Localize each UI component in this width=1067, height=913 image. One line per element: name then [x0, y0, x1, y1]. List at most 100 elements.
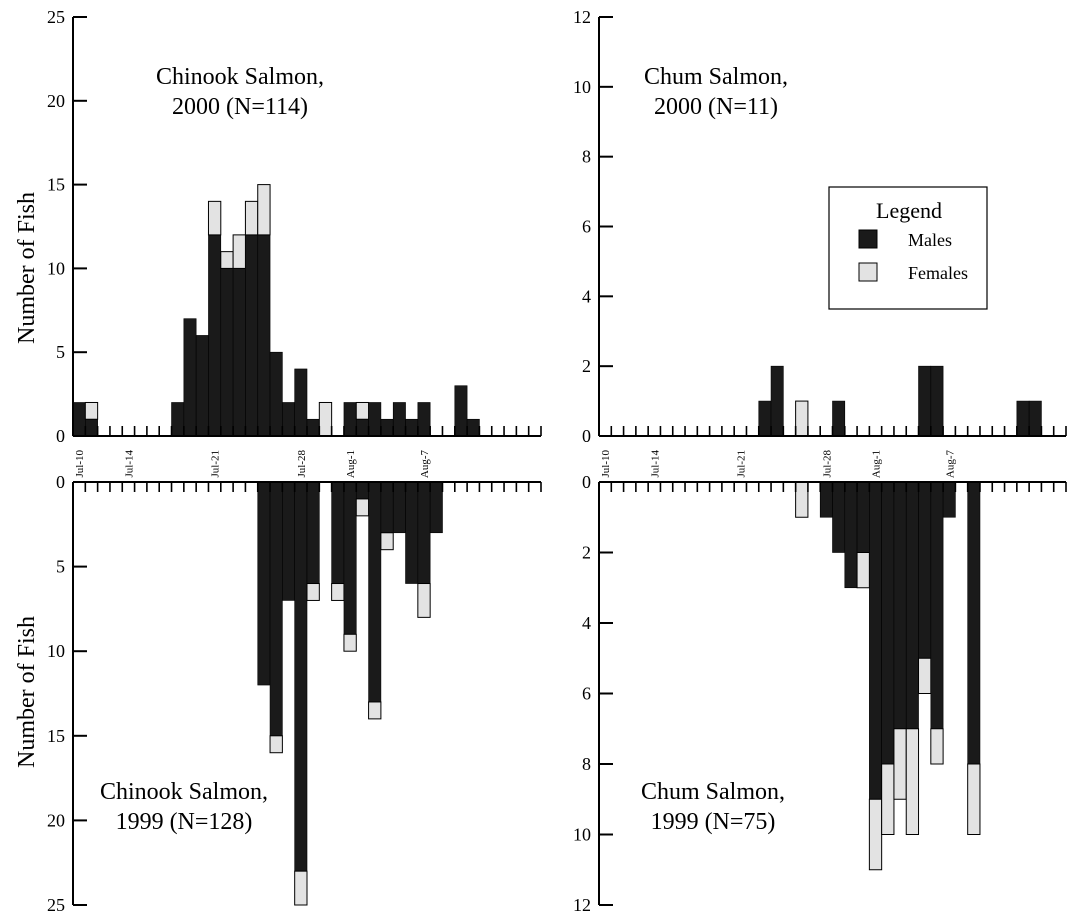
bar-male [905, 481, 919, 730]
bar-male [282, 481, 295, 601]
bar-male [343, 402, 357, 437]
panel-chum-2000: 0 2 4 6 8 10 12 Jul-10 Jul-14 Jul-21 Jul-28 Aug-1 Au… [573, 7, 1067, 479]
bar-male [171, 402, 185, 437]
bar-male [245, 234, 259, 437]
bar-male [392, 402, 406, 437]
panel-title-line1: Chinook Salmon, [156, 64, 324, 90]
bar-male [869, 481, 882, 800]
y-tick-label: 0 [582, 426, 591, 446]
bar-male [930, 481, 944, 730]
bar-male [294, 368, 308, 437]
bar-male [1016, 400, 1030, 437]
bar-female [905, 728, 920, 835]
panel-chum-1999: 0 2 4 6 8 10 12 Chum Salmon, 1999 (N=75) [573, 472, 1067, 913]
bar-male [195, 335, 209, 437]
panel-title-line1: Chum Salmon, [644, 64, 788, 90]
bar-male [294, 481, 308, 872]
y-tick-label: 5 [56, 557, 65, 577]
bar-female [856, 552, 870, 589]
legend-swatch-males [858, 229, 878, 249]
bar-female [84, 401, 99, 420]
bar-male [72, 402, 86, 437]
bar-female [220, 251, 234, 269]
bar-female [355, 401, 370, 420]
bar-female [967, 763, 981, 835]
bar-male [306, 481, 320, 584]
bar-male [417, 402, 431, 437]
bar-female [417, 583, 431, 618]
bar-male [269, 481, 283, 737]
y-tick-label: 5 [56, 342, 65, 362]
legend: Legend Males Females [828, 186, 988, 310]
legend-title: Legend [876, 198, 942, 223]
bar-female [232, 234, 246, 269]
bar-female [918, 657, 932, 694]
panel-chinook-1999: 0 5 10 15 20 25 Chinook Salmon, 1999 (N=128) Num… [14, 472, 542, 913]
legend-swatch-females [858, 262, 878, 282]
bar-male [380, 418, 394, 437]
bar-female [795, 400, 809, 437]
bar-male [208, 234, 222, 437]
x-date-label: Aug-7 [944, 450, 956, 479]
panel-title-line1: Chinook Salmon, [100, 779, 268, 805]
bar-male [355, 481, 369, 500]
bar-female [343, 633, 357, 652]
bar-female [368, 701, 382, 720]
bar-female [306, 583, 320, 601]
bar-female [930, 728, 944, 765]
bar-female [294, 870, 308, 906]
x-date-label: Jul-28 [296, 450, 308, 478]
bar-female [269, 735, 283, 754]
bar-male [405, 418, 419, 437]
bar-male [832, 481, 846, 553]
x-date-label: Jul-14 [649, 450, 661, 478]
legend-label-males: Males [908, 230, 952, 250]
bar-male [1028, 400, 1042, 437]
bar-female [244, 200, 259, 236]
y-tick-label: 10 [573, 77, 591, 97]
y-tick-label: 2 [582, 356, 591, 376]
bar-male [466, 418, 480, 437]
bar-male [942, 481, 956, 518]
bar-male [405, 481, 419, 584]
bar-male [392, 481, 406, 534]
panel-chinook-2000: 0 5 10 15 20 25 Jul-10 Jul-14 Jul-21 Jul-28 Aug-1 A… [14, 7, 542, 479]
bar-male [257, 481, 271, 686]
bar-male [368, 402, 382, 437]
legend-label-females: Females [908, 263, 968, 283]
bar-female [868, 798, 883, 871]
y-tick-label: 0 [56, 472, 65, 492]
legend-frame [828, 186, 988, 310]
bar-male [844, 481, 858, 589]
bar-male [183, 318, 197, 437]
bar-female [380, 532, 394, 551]
bar-male [269, 351, 283, 437]
bar-male [770, 365, 784, 437]
bar-male [819, 481, 833, 518]
bar-male [380, 481, 394, 534]
bar-male [355, 418, 369, 437]
bar-male [893, 481, 907, 730]
y-tick-label: 25 [47, 895, 65, 913]
bar-male [918, 481, 932, 659]
y-tick-label: 12 [573, 7, 591, 27]
bar-male [306, 418, 320, 437]
bar-male [232, 268, 246, 437]
x-date-label: Jul-10 [600, 450, 612, 478]
bar-female [795, 481, 809, 518]
panel-title-line1: Chum Salmon, [641, 779, 785, 805]
x-date-label: Aug-7 [419, 450, 431, 479]
y-tick-label: 0 [56, 426, 65, 446]
y-tick-label: 4 [582, 613, 591, 633]
bar-male [918, 365, 932, 437]
bar-male [417, 481, 431, 584]
y-tick-label: 6 [582, 684, 591, 704]
y-tick-label: 8 [582, 754, 591, 774]
y-tick-label: 10 [47, 258, 65, 278]
y-tick-label: 20 [47, 91, 65, 111]
bar-female [881, 763, 895, 835]
panel-title-line2: 1999 (N=75) [651, 809, 776, 835]
bar-male [343, 481, 357, 635]
bar-female [318, 401, 333, 437]
